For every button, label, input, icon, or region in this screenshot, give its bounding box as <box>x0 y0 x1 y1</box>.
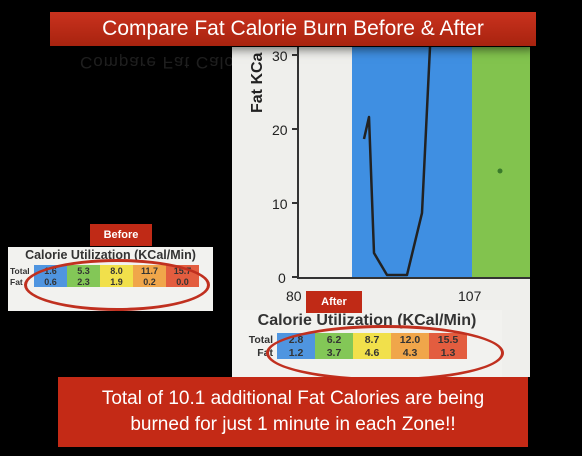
summary-line-1: Total of 10.1 additional Fat Calories ar… <box>101 388 485 409</box>
y-tick-10: 10 <box>272 196 288 212</box>
y-tick-30: 30 <box>272 48 288 64</box>
marker-dot <box>497 168 503 174</box>
fat-kcal-graph: 0 10 20 30 80 107 Fat KCa <box>249 47 530 304</box>
fat-kcal-curve <box>362 47 432 277</box>
after-heading: Calorie Utilization (KCal/Min) <box>257 312 477 329</box>
y-axis-title: Fat KCa <box>249 52 266 113</box>
title-banner: Compare Fat Calorie Burn Before & After <box>50 12 536 46</box>
before-highlight-oval <box>24 259 210 311</box>
row-label: Total <box>10 265 30 276</box>
x-tick-107: 107 <box>458 288 482 304</box>
row-label: Fat <box>10 276 23 287</box>
y-tick-20: 20 <box>272 122 288 138</box>
x-tick-80: 80 <box>286 288 302 304</box>
after-highlight-oval <box>266 325 504 381</box>
zone-green-band <box>472 47 530 279</box>
slide-title: Compare Fat Calorie Burn Before & After <box>102 17 484 40</box>
after-tag: After <box>306 291 362 313</box>
summary-banner: Total of 10.1 additional Fat Calories ar… <box>58 377 528 447</box>
summary-line-2: burned for just 1 minute in each Zone!! <box>130 414 456 435</box>
before-tag: Before <box>90 224 152 246</box>
y-ticks <box>292 54 298 278</box>
row-label: Total <box>248 333 273 346</box>
before-heading: Calorie Utilization (KCal/Min) <box>25 248 196 262</box>
zone-blue-band <box>352 47 472 279</box>
y-tick-0: 0 <box>278 270 286 286</box>
